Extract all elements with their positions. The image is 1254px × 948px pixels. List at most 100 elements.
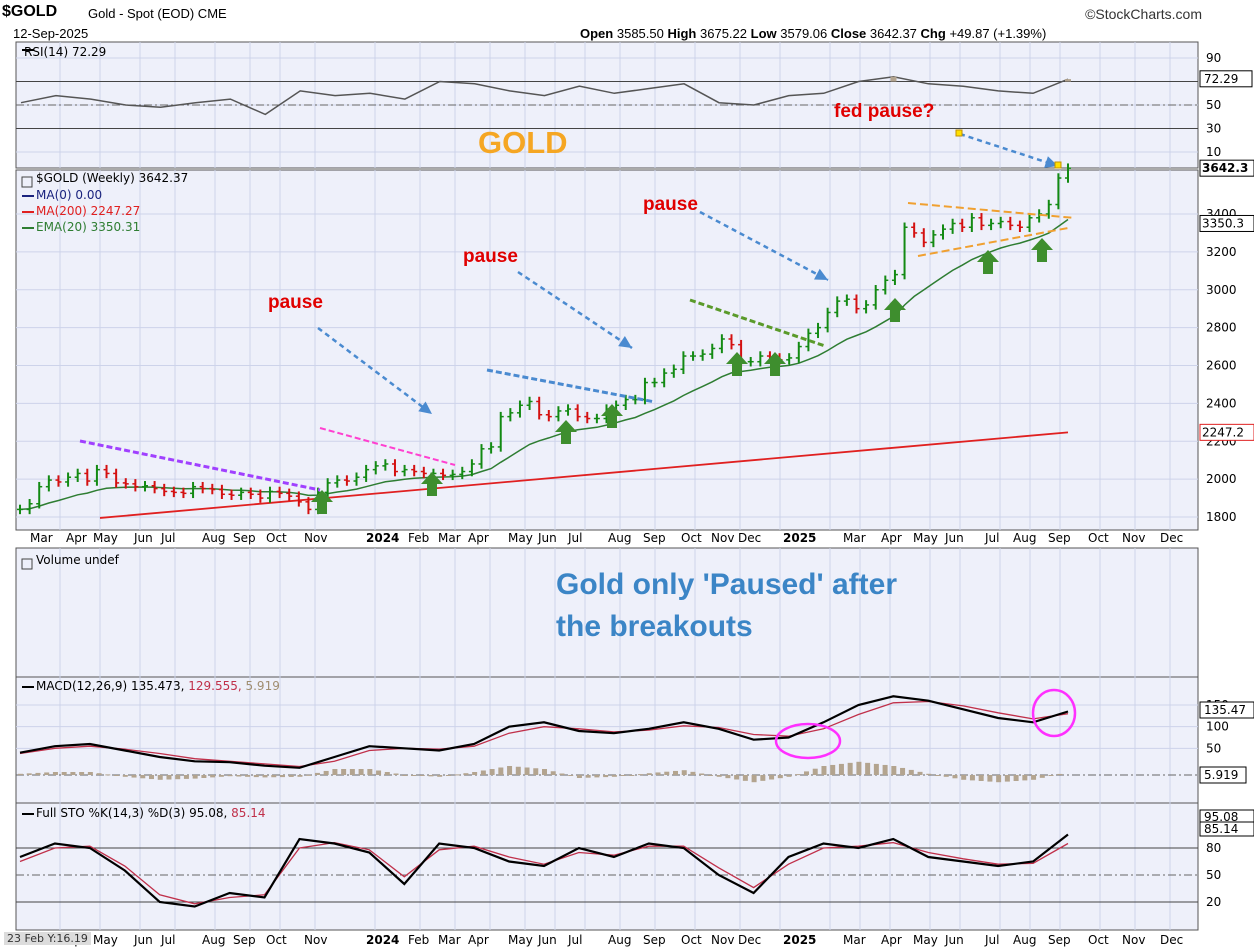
macd-hist-bar bbox=[445, 775, 451, 776]
symbol-description: Gold - Spot (EOD) CME bbox=[88, 6, 227, 21]
price-bar bbox=[420, 466, 427, 479]
macd-hist-bar bbox=[79, 772, 85, 775]
macd-line-label: MACD(12,26,9) 135.473, bbox=[36, 679, 185, 693]
price-bar bbox=[276, 486, 283, 499]
price-bar bbox=[305, 497, 312, 515]
macd-hist-bar bbox=[52, 772, 58, 775]
price-bar bbox=[593, 413, 600, 424]
macd-hist-bar bbox=[969, 775, 975, 781]
pause-arrow-2-head bbox=[618, 335, 632, 348]
price-tick-label: 3000 bbox=[1206, 283, 1237, 297]
macd-hist-bar bbox=[742, 775, 748, 781]
macd-hist-bar bbox=[996, 775, 1002, 783]
price-bar bbox=[661, 368, 668, 388]
price-bar bbox=[536, 396, 543, 420]
price-bar bbox=[709, 343, 716, 359]
macd-hist-bar bbox=[175, 775, 181, 780]
price-bar bbox=[805, 328, 812, 352]
price-bar bbox=[940, 224, 947, 240]
rsi-tick-label: 30 bbox=[1206, 122, 1221, 136]
sto-k-line bbox=[19, 833, 1069, 908]
price-bar bbox=[478, 444, 485, 469]
high-value: 3675.22 bbox=[700, 26, 747, 41]
macd-panel-frame bbox=[15, 676, 1199, 804]
price-current-label: 3350.3 bbox=[1202, 216, 1244, 230]
macd-hist-bar bbox=[786, 775, 792, 777]
macd-hist-bar bbox=[620, 775, 626, 776]
price-bar bbox=[584, 411, 591, 424]
rsi-panel-label: RSI(14) 72.29 bbox=[24, 45, 107, 59]
price-x-label: May bbox=[93, 531, 118, 545]
orange-trend-lower bbox=[917, 227, 1069, 257]
pause-arrow-1-head bbox=[418, 401, 432, 414]
macd-hist-bar bbox=[542, 769, 547, 775]
sto-x-label: May bbox=[508, 933, 533, 947]
price-bar bbox=[651, 377, 658, 388]
note-line-2: the breakouts bbox=[556, 610, 753, 643]
chg-label: Chg bbox=[920, 26, 946, 41]
green-trend-line bbox=[689, 298, 826, 348]
macd-value-box bbox=[1199, 701, 1254, 719]
price-bar bbox=[411, 464, 418, 477]
sto-x-label: Oct bbox=[1088, 933, 1109, 947]
legend-chart-icon bbox=[21, 176, 33, 188]
price-bar bbox=[968, 213, 975, 232]
macd-hist-bar bbox=[1022, 775, 1028, 781]
macd-hist-bar bbox=[384, 772, 390, 775]
price-bar bbox=[728, 334, 735, 350]
macd-hist-current-label: 5.919 bbox=[1204, 768, 1238, 782]
crosshair-footer: 23 Feb Y:16.19 bbox=[4, 932, 91, 945]
chart-date: 12-Sep-2025 bbox=[13, 26, 89, 41]
macd-hist-bar bbox=[533, 768, 539, 775]
symbol-title: $GOLD bbox=[2, 3, 58, 20]
price-bar bbox=[93, 464, 100, 486]
macd-hist-bar bbox=[760, 775, 766, 781]
price-bar bbox=[180, 487, 187, 499]
green-up-arrow bbox=[311, 490, 333, 514]
price-bar bbox=[343, 475, 350, 486]
price-bar bbox=[161, 483, 168, 497]
macd-hist-bar bbox=[463, 773, 469, 775]
stockcharts-brand[interactable]: ©StockCharts.com bbox=[1085, 6, 1202, 22]
price-bar bbox=[622, 394, 629, 411]
price-bar bbox=[113, 468, 120, 488]
price-bar bbox=[959, 218, 966, 232]
macd-tick-label: 50 bbox=[1206, 741, 1221, 755]
price-bar bbox=[391, 459, 398, 477]
ma200-legend: MA(200) 2247.27 bbox=[36, 204, 141, 218]
price-bar bbox=[488, 442, 495, 454]
green-up-arrow bbox=[555, 420, 577, 444]
price-tick-label: 2400 bbox=[1206, 396, 1237, 410]
sto-d-current-label: 85.14 bbox=[1204, 822, 1238, 836]
macd-hist-bar bbox=[830, 764, 836, 775]
macd-hist-label: 5.919 bbox=[245, 679, 280, 693]
macd-hist-bar bbox=[1013, 775, 1019, 781]
macd-hist-bar bbox=[245, 775, 251, 777]
price-bar bbox=[266, 486, 273, 503]
macd-hist-bar bbox=[332, 769, 338, 775]
price-bar bbox=[1007, 216, 1014, 231]
price-bar bbox=[103, 464, 110, 479]
macd-hist-bar bbox=[201, 775, 207, 778]
ema20-legend: EMA(20) 3350.31 bbox=[36, 220, 141, 234]
price-bar bbox=[824, 307, 831, 333]
sto-x-label: Dec bbox=[738, 933, 761, 947]
price-bar bbox=[507, 408, 514, 422]
ma200-line bbox=[99, 431, 1069, 519]
high-label: High bbox=[667, 26, 697, 41]
macd-hist-bar bbox=[35, 772, 41, 775]
macd-hist-bar bbox=[594, 775, 600, 778]
price-bar bbox=[132, 479, 139, 492]
macd-hist-bar bbox=[306, 774, 312, 776]
price-bar bbox=[882, 275, 889, 295]
macd-hist-bar bbox=[288, 775, 294, 777]
macd-hist-bar bbox=[943, 775, 949, 777]
macd-hist-bar bbox=[70, 772, 76, 775]
macd-hist-bar bbox=[821, 766, 827, 775]
price-x-label: Aug bbox=[202, 531, 225, 545]
price-bar bbox=[997, 216, 1004, 229]
price-bar bbox=[449, 469, 456, 481]
price-bar bbox=[526, 396, 533, 411]
price-bar bbox=[238, 487, 245, 500]
